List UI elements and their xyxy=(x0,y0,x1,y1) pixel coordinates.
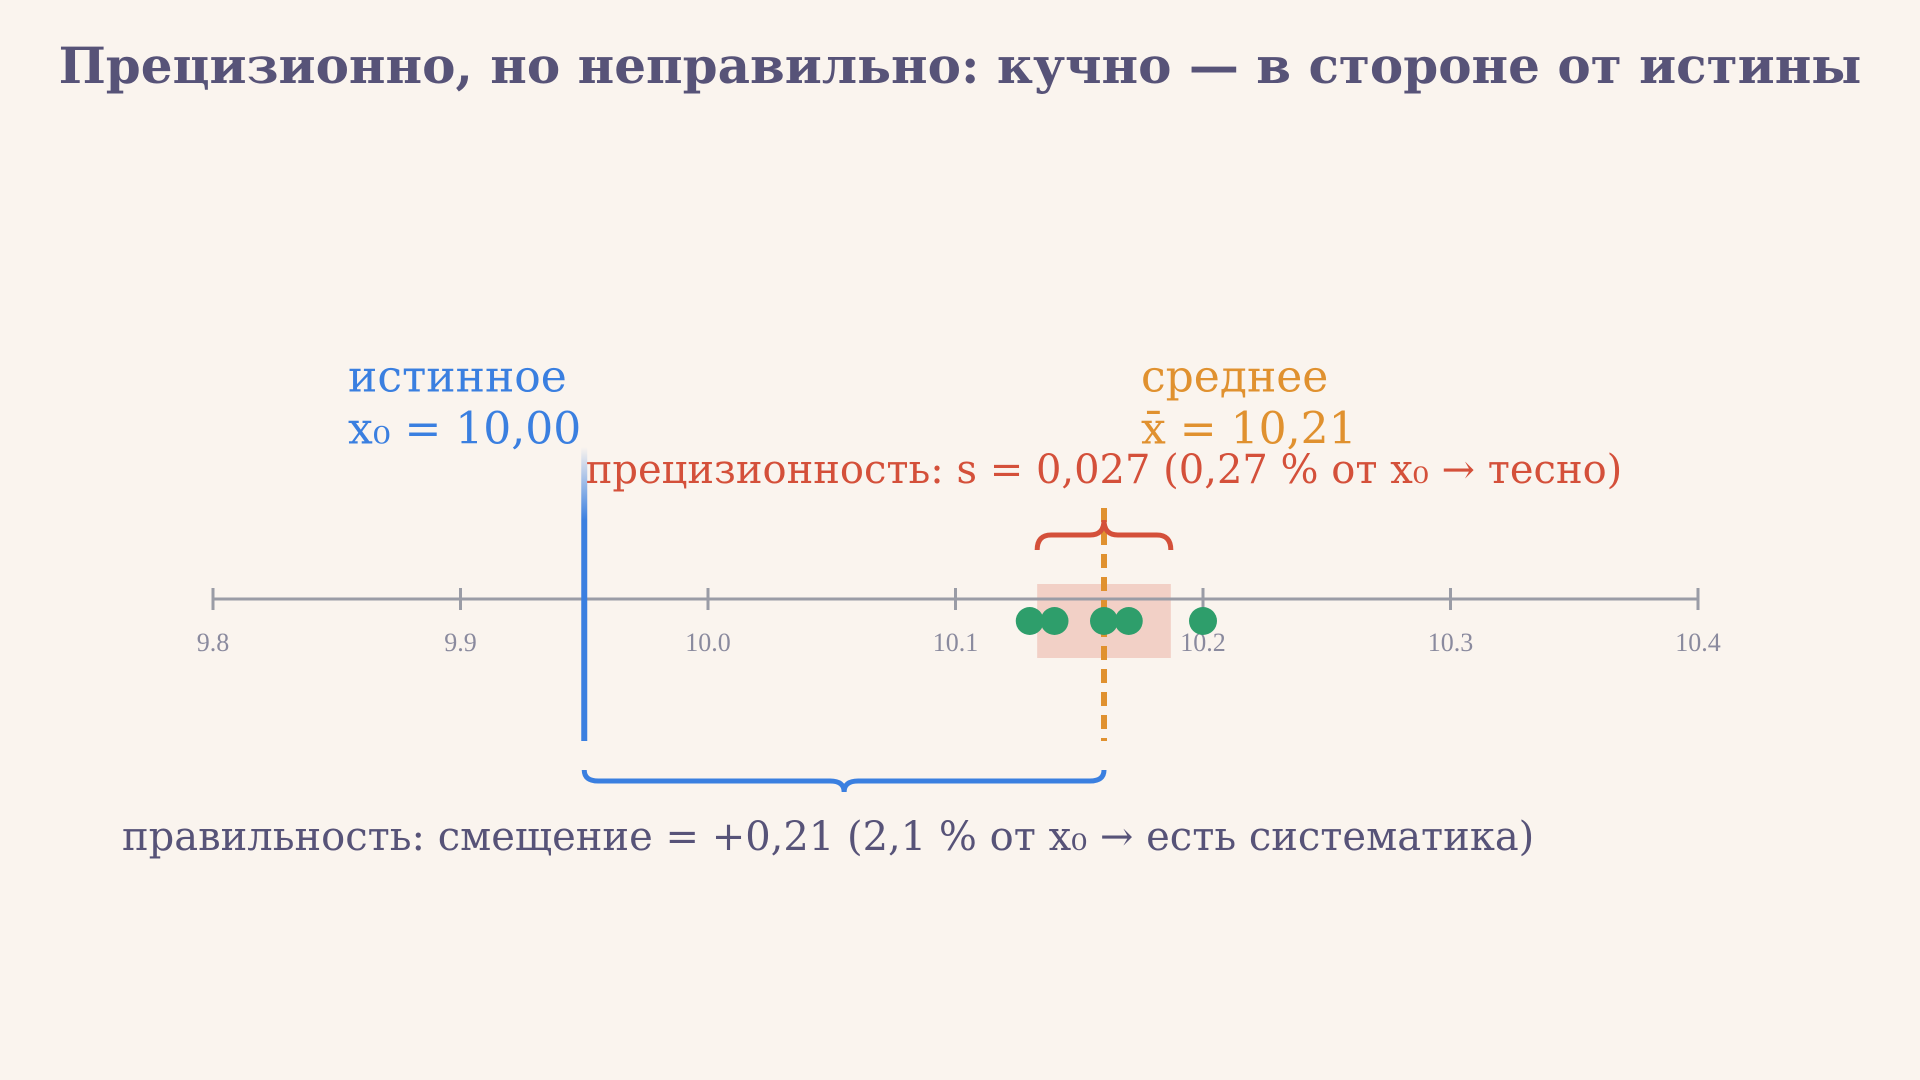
x-tick-label: 10.4 xyxy=(1675,628,1721,657)
data-point xyxy=(1015,607,1044,635)
x-tick-label: 10.3 xyxy=(1428,628,1474,657)
true-value-line xyxy=(581,447,588,741)
precision-text: прецизионность: s = 0,027 (0,27 % от x₀ … xyxy=(586,447,1623,493)
trueness-text: правильность: смещение = +0,21 (2,1 % от… xyxy=(122,814,1534,860)
x-tick-label: 9.9 xyxy=(444,628,477,657)
data-point xyxy=(1114,607,1143,635)
trueness-brace xyxy=(581,769,1107,793)
data-point xyxy=(1090,607,1118,635)
true-value-name: истинное xyxy=(348,352,567,403)
chart-title: Прецизионно, но неправильно: кучно — в с… xyxy=(59,36,1862,95)
mean-text: x̄ = 10,21 xyxy=(1141,404,1357,455)
x-tick-label: 10.0 xyxy=(685,628,731,657)
true-value-text: x₀ = 10,00 xyxy=(348,404,581,455)
x-tick-label: 9.8 xyxy=(197,628,230,657)
precision-brace xyxy=(1034,519,1174,551)
x-tick-label: 10.1 xyxy=(933,628,979,657)
mean-name: среднее xyxy=(1141,352,1328,403)
data-point xyxy=(1189,607,1217,635)
data-point xyxy=(1040,607,1069,635)
